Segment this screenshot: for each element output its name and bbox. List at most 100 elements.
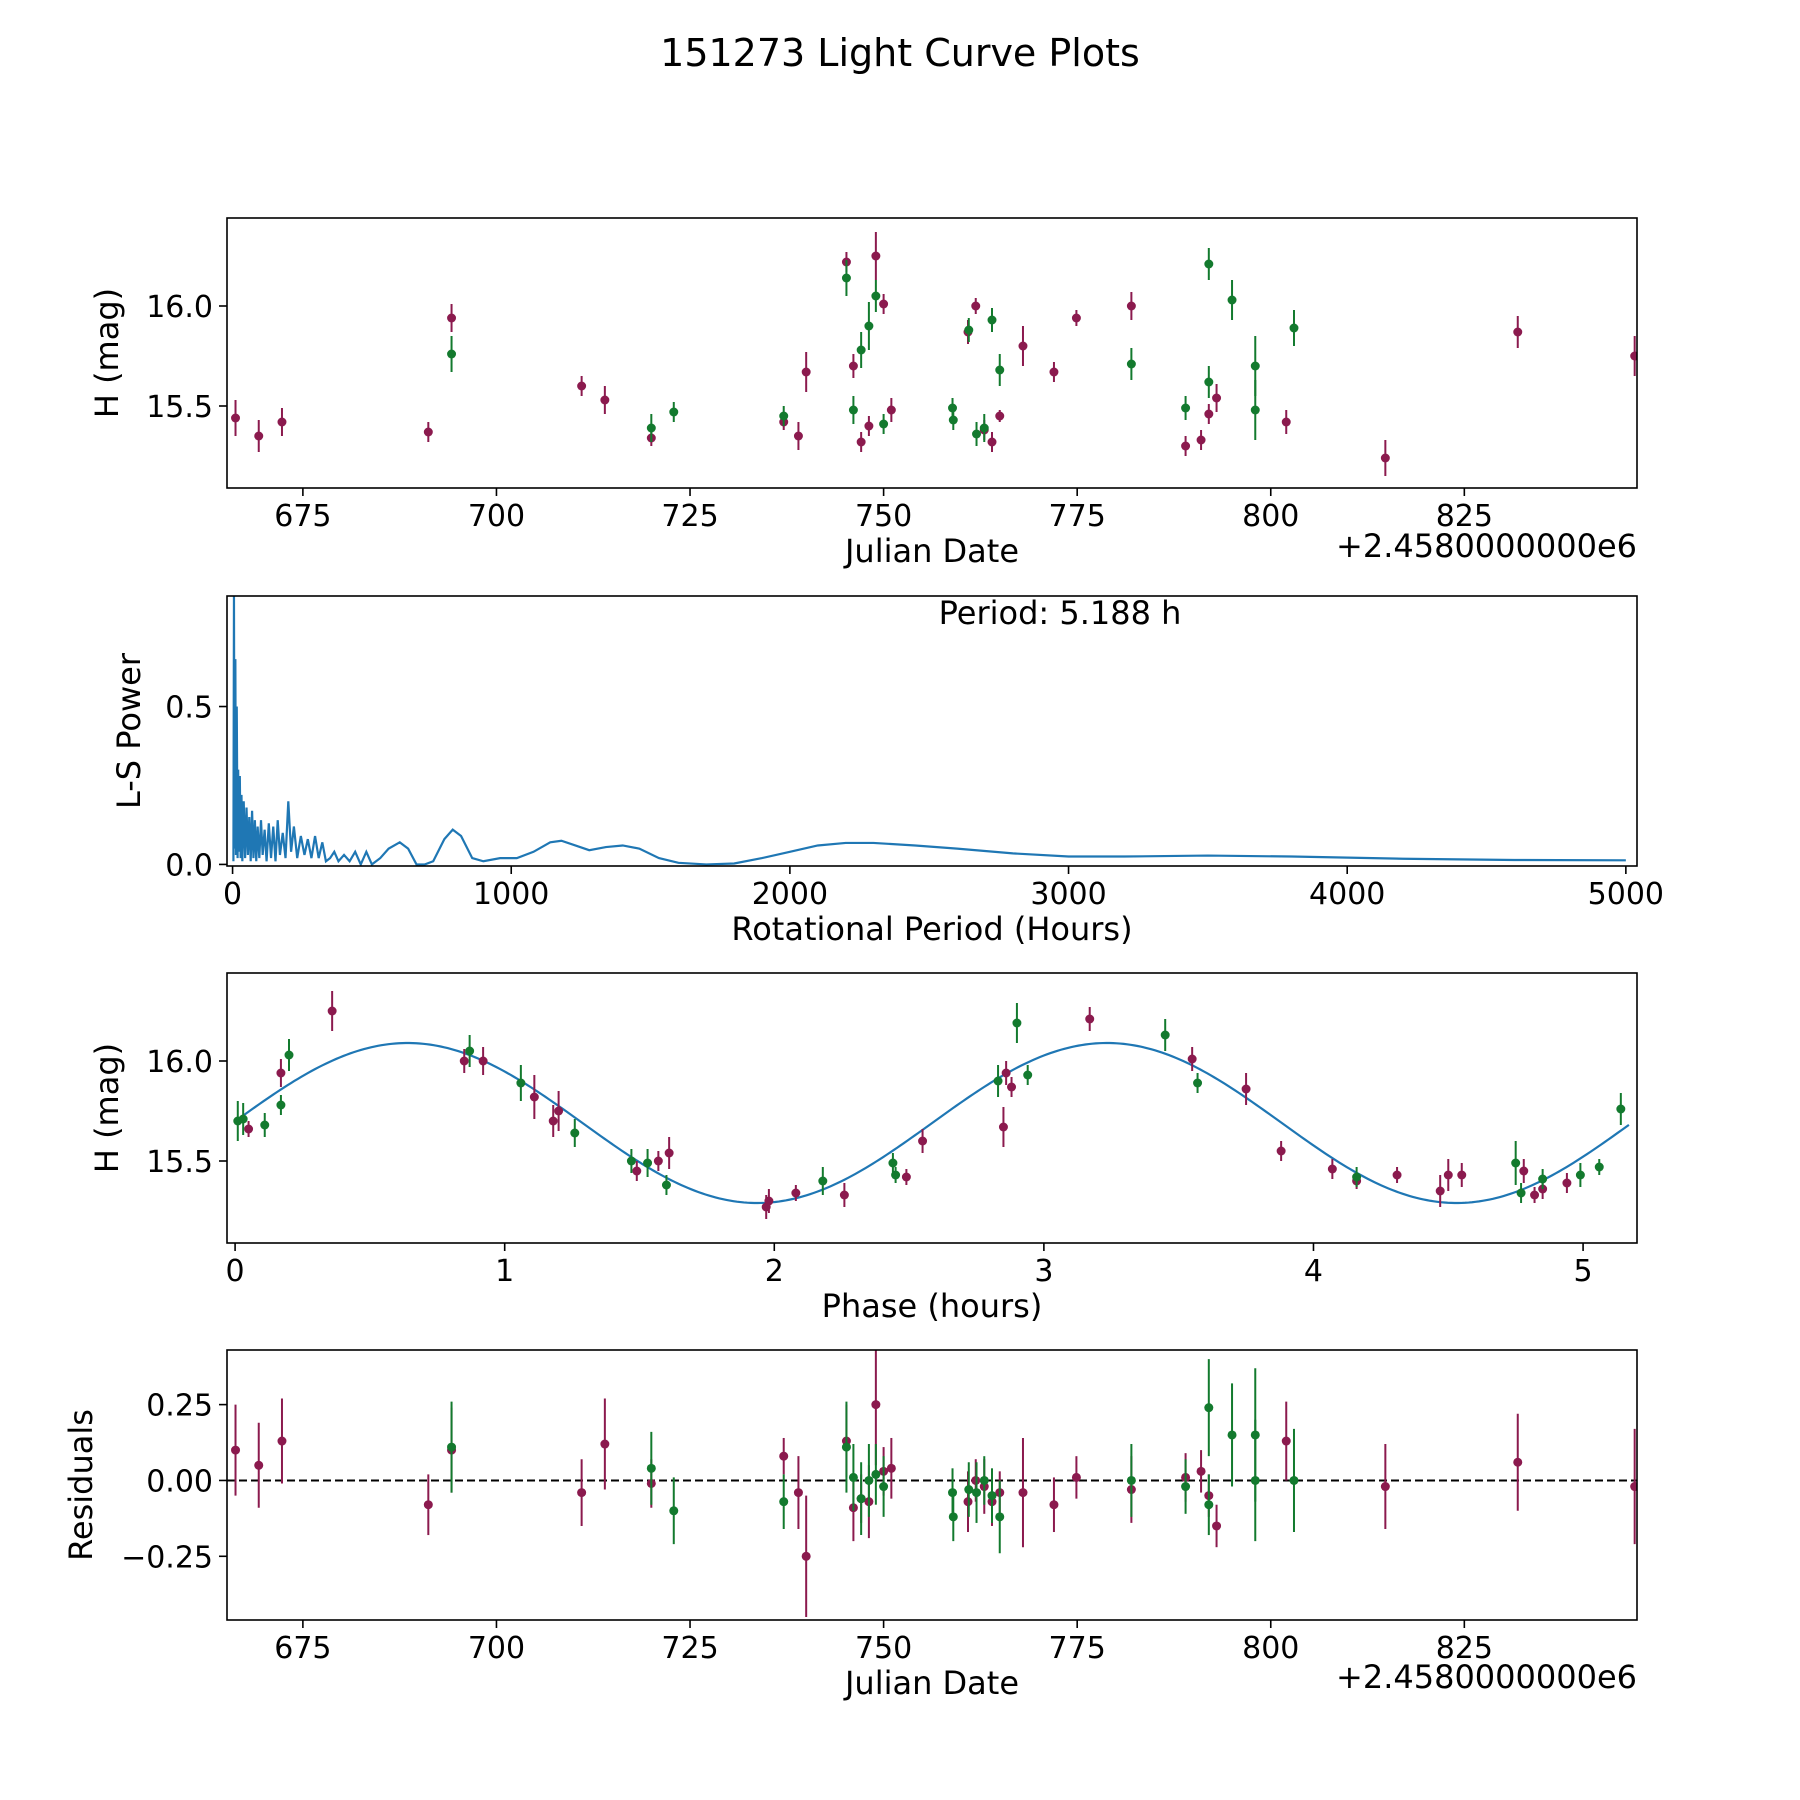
periodogram-frame — [226, 595, 1638, 867]
data-point — [987, 437, 997, 447]
data-point — [987, 1491, 997, 1501]
data-point — [848, 361, 858, 371]
x-tick-label: 825 — [1436, 499, 1493, 534]
data-point — [1513, 1457, 1523, 1467]
data-point — [1241, 1084, 1251, 1094]
power-line — [232, 596, 1626, 866]
y-tick-label: 0.25 — [146, 1389, 213, 1424]
data-point — [277, 417, 287, 427]
data-point — [548, 1116, 558, 1126]
data-point — [1181, 403, 1191, 413]
y-tick-label: 16.0 — [146, 1045, 213, 1080]
data-point — [284, 1050, 294, 1060]
data-point — [277, 1436, 287, 1446]
data-point — [848, 1472, 858, 1482]
data-point — [1513, 327, 1523, 337]
data-point — [626, 1156, 636, 1166]
data-point — [1196, 1466, 1206, 1476]
data-point — [1516, 1188, 1526, 1198]
x-offset-label: +2.4580000000e6 — [1336, 1658, 1637, 1696]
y-axis-label: H (mag) — [88, 1043, 126, 1173]
data-point — [1575, 1170, 1585, 1180]
data-point — [1012, 1018, 1022, 1028]
residuals-panel: 675 700 725 750 775 800 825 −0.25 0.00 0.25 Julian… — [62, 1349, 1638, 1702]
data-point — [979, 1475, 989, 1485]
data-point — [856, 345, 866, 355]
data-point — [1281, 1436, 1291, 1446]
phased-panel: 0 1 2 3 4 5 15.5 16.0 Phase (hours) H (mag) — [88, 972, 1638, 1325]
x-tick-label: 675 — [274, 1631, 331, 1666]
data-point — [1380, 453, 1390, 463]
x-tick-label: 2 — [765, 1254, 784, 1289]
figure-title: 151273 Light Curve Plots — [660, 31, 1140, 75]
data-point — [423, 1500, 433, 1510]
y-tick-label: −0.25 — [121, 1540, 213, 1575]
data-point — [793, 1488, 803, 1498]
data-point — [577, 1488, 587, 1498]
data-point — [1007, 1082, 1017, 1092]
x-tick-label: 2000 — [752, 877, 828, 912]
data-point — [801, 1551, 811, 1561]
data-point — [948, 415, 958, 425]
data-point — [632, 1166, 642, 1176]
data-point — [971, 301, 981, 311]
data-point — [1250, 405, 1260, 415]
data-point — [864, 321, 874, 331]
data-point — [871, 291, 881, 301]
phased-frame — [226, 972, 1638, 1244]
data-point — [1530, 1190, 1540, 1200]
data-point — [764, 1196, 774, 1206]
data-point — [1160, 1030, 1170, 1040]
data-point — [661, 1180, 671, 1190]
data-point — [1204, 377, 1214, 387]
data-point — [995, 365, 1005, 375]
x-tick-label: 4000 — [1309, 877, 1385, 912]
x-tick-label: 750 — [855, 1631, 912, 1666]
data-point — [1196, 435, 1206, 445]
data-point — [1562, 1178, 1572, 1188]
data-point — [478, 1056, 488, 1066]
data-point — [646, 1463, 656, 1473]
data-point — [1281, 417, 1291, 427]
data-point — [801, 367, 811, 377]
data-point — [871, 1400, 881, 1410]
lightcurve-panel: 675 700 725 750 775 800 825 15.5 16.0 Julian Date… — [88, 217, 1638, 570]
data-point — [1276, 1146, 1286, 1156]
data-point — [979, 423, 989, 433]
data-point — [1187, 1054, 1197, 1064]
data-point — [879, 419, 889, 429]
data-point — [254, 1460, 264, 1470]
periodogram-panel: 0 1000 2000 3000 4000 5000 0.0 0.5 Rotational Pe… — [110, 594, 1664, 948]
data-point — [244, 1124, 254, 1134]
data-point — [1126, 1475, 1136, 1485]
y-axis-label: L-S Power — [110, 652, 148, 809]
data-point — [1181, 441, 1191, 451]
data-point — [948, 1512, 958, 1522]
data-point — [879, 1482, 889, 1492]
data-point — [864, 1475, 874, 1485]
data-point — [841, 273, 851, 283]
y-tick-label: 0.00 — [146, 1464, 213, 1499]
data-point — [995, 1512, 1005, 1522]
x-offset-label: +2.4580000000e6 — [1336, 527, 1637, 565]
data-point — [918, 1136, 928, 1146]
data-point — [987, 315, 997, 325]
data-point — [1457, 1170, 1467, 1180]
y-tick-label: 15.5 — [146, 390, 213, 425]
y-tick-label: 15.5 — [146, 1145, 213, 1180]
x-tick-label: 0 — [223, 877, 242, 912]
x-axis-label: Phase (hours) — [822, 1287, 1043, 1325]
data-point — [972, 1488, 982, 1498]
data-point — [465, 1046, 475, 1056]
data-point — [864, 421, 874, 431]
data-point — [447, 313, 457, 323]
x-tick-label: 750 — [855, 499, 912, 534]
data-point — [1181, 1482, 1191, 1492]
data-point — [848, 405, 858, 415]
x-tick-label: 0 — [226, 1254, 245, 1289]
data-point — [998, 1122, 1008, 1132]
x-tick-label: 725 — [661, 499, 718, 534]
data-point — [577, 381, 587, 391]
y-axis-label: Residuals — [62, 1409, 100, 1561]
